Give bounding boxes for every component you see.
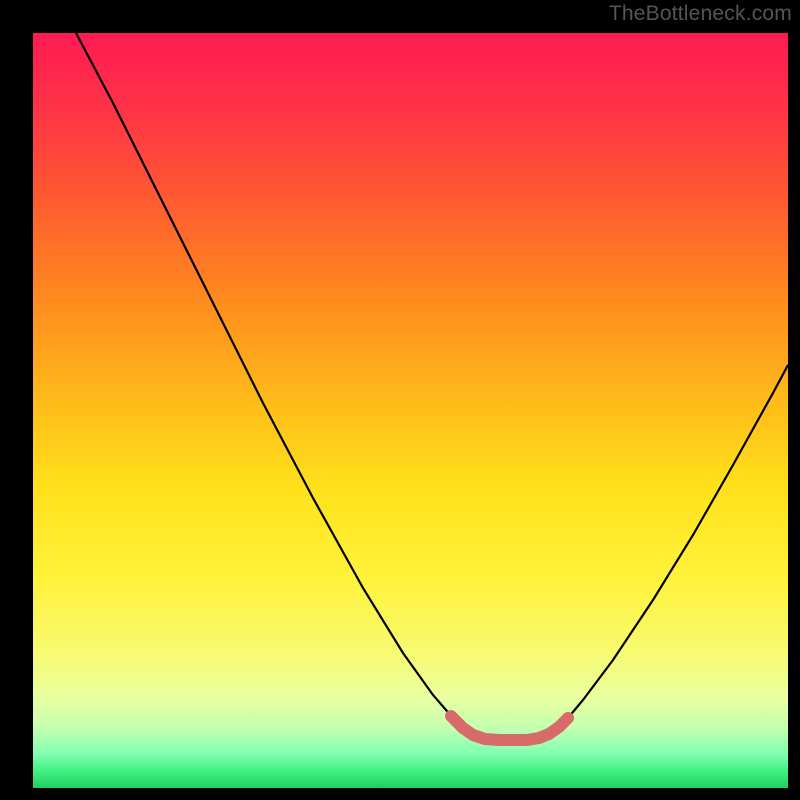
- optimal-range-highlight: [451, 716, 568, 740]
- plot-area: [33, 33, 788, 788]
- bottleneck-curve: [76, 33, 788, 740]
- curve-layer: [33, 33, 788, 788]
- watermark-text: TheBottleneck.com: [609, 2, 792, 26]
- chart-frame: TheBottleneck.com: [0, 0, 800, 800]
